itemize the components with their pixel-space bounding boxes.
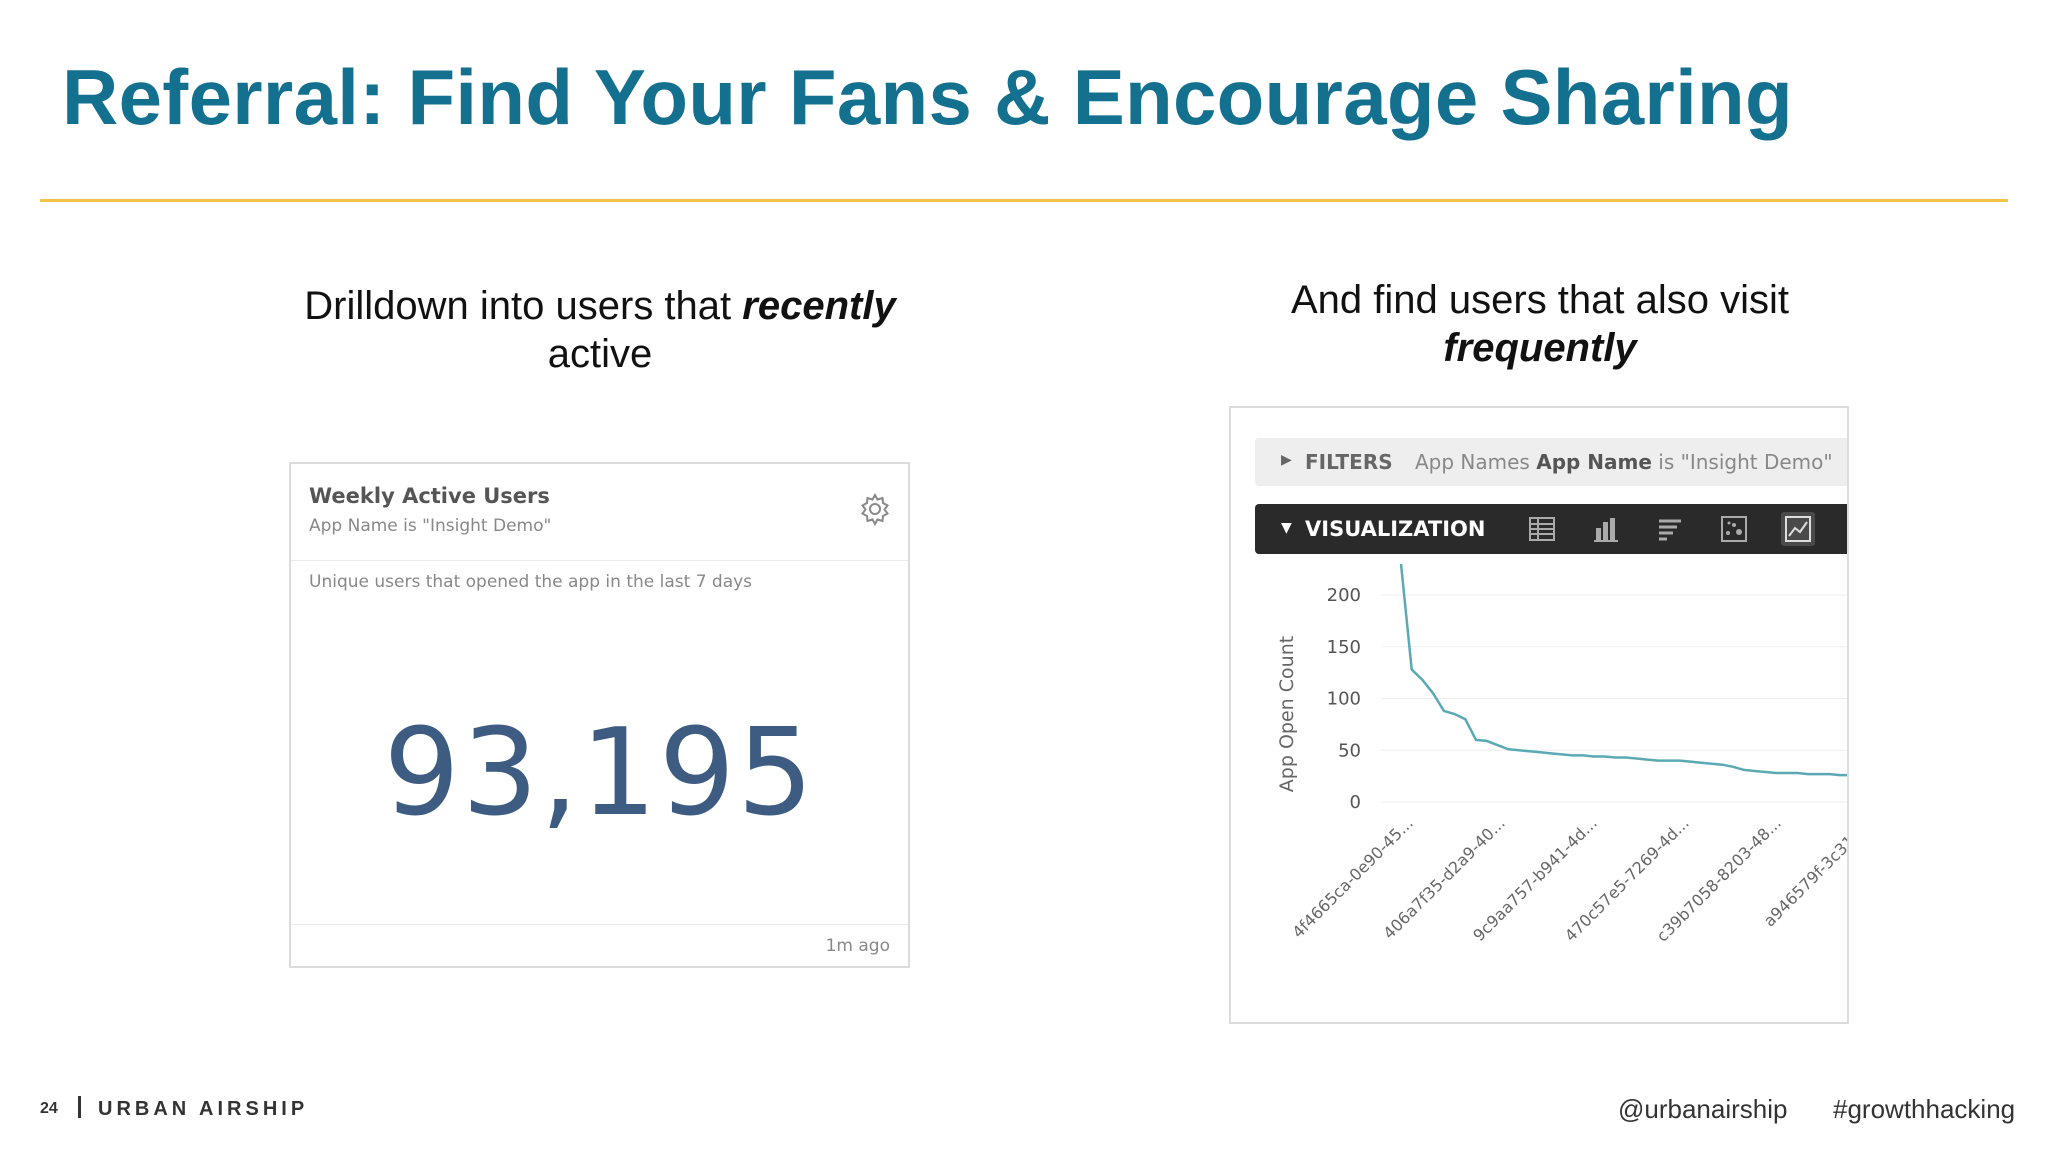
card-title: Weekly Active Users — [309, 484, 550, 508]
card-subtitle: App Name is "Insight Demo" — [309, 516, 552, 536]
gear-icon[interactable] — [858, 492, 892, 526]
list-icon[interactable] — [1653, 512, 1687, 546]
slide-title: Referral: Find Your Fans & Encourage Sha… — [62, 53, 1793, 141]
card-divider — [291, 924, 908, 925]
scatter-icon[interactable] — [1717, 512, 1751, 546]
y-tick-label: 50 — [1338, 740, 1361, 761]
visualization-label[interactable]: VISUALIZATION — [1305, 517, 1486, 541]
bar-chart-icon[interactable] — [1589, 512, 1623, 546]
brand-logo: URBAN AIRSHIP — [98, 1098, 309, 1120]
right-caption-text: And find users that also visit — [1290, 278, 1790, 322]
visualization-bar[interactable]: ▼ VISUALIZATION — [1255, 504, 1847, 554]
left-caption-emphasis: recently — [742, 284, 896, 328]
y-tick-label: 0 — [1350, 792, 1361, 813]
filters-label[interactable]: FILTERS — [1305, 450, 1393, 474]
caret-down-icon[interactable]: ▼ — [1281, 520, 1292, 536]
y-tick-label: 100 — [1327, 689, 1361, 710]
y-tick-label: 200 — [1327, 585, 1361, 606]
left-caption-line2: active — [547, 332, 653, 376]
right-caption-emphasis: frequently — [1443, 326, 1637, 370]
twitter-handle: @urbanairship — [1618, 1094, 1788, 1124]
left-caption-text: Drilldown into users that — [304, 284, 743, 328]
page-number: 24 — [40, 1100, 58, 1117]
right-caption: And find users that also visit frequentl… — [1160, 276, 1920, 372]
line-chart-icon[interactable] — [1781, 512, 1815, 546]
y-tick-label: 150 — [1327, 637, 1361, 658]
weekly-active-users-card: Weekly Active Users App Name is "Insight… — [289, 462, 910, 968]
hashtag: #growthhacking — [1833, 1094, 2016, 1124]
metric-value: 93,195 — [383, 704, 816, 843]
y-axis-label: App Open Count — [1276, 636, 1298, 792]
filters-prefix: App Names — [1415, 450, 1537, 474]
footer-separator — [78, 1096, 81, 1118]
updated-time: 1m ago — [825, 936, 890, 956]
filters-bar[interactable]: ▶ FILTERS App Names App Name is "Insight… — [1255, 438, 1847, 486]
caret-right-icon[interactable]: ▶ — [1281, 452, 1292, 468]
series-line — [1399, 563, 1847, 777]
filters-summary: App Names App Name is "Insight Demo" — [1415, 450, 1833, 474]
filters-rest: is "Insight Demo" — [1651, 450, 1833, 474]
card-description: Unique users that opened the app in the … — [309, 572, 753, 592]
card-divider — [291, 560, 908, 561]
title-divider — [40, 199, 2008, 202]
left-caption: Drilldown into users that recently activ… — [220, 282, 980, 378]
visualization-card: ▶ FILTERS App Names App Name is "Insight… — [1229, 406, 1849, 1024]
filters-field: App Name — [1536, 450, 1652, 474]
table-icon[interactable] — [1525, 512, 1559, 546]
